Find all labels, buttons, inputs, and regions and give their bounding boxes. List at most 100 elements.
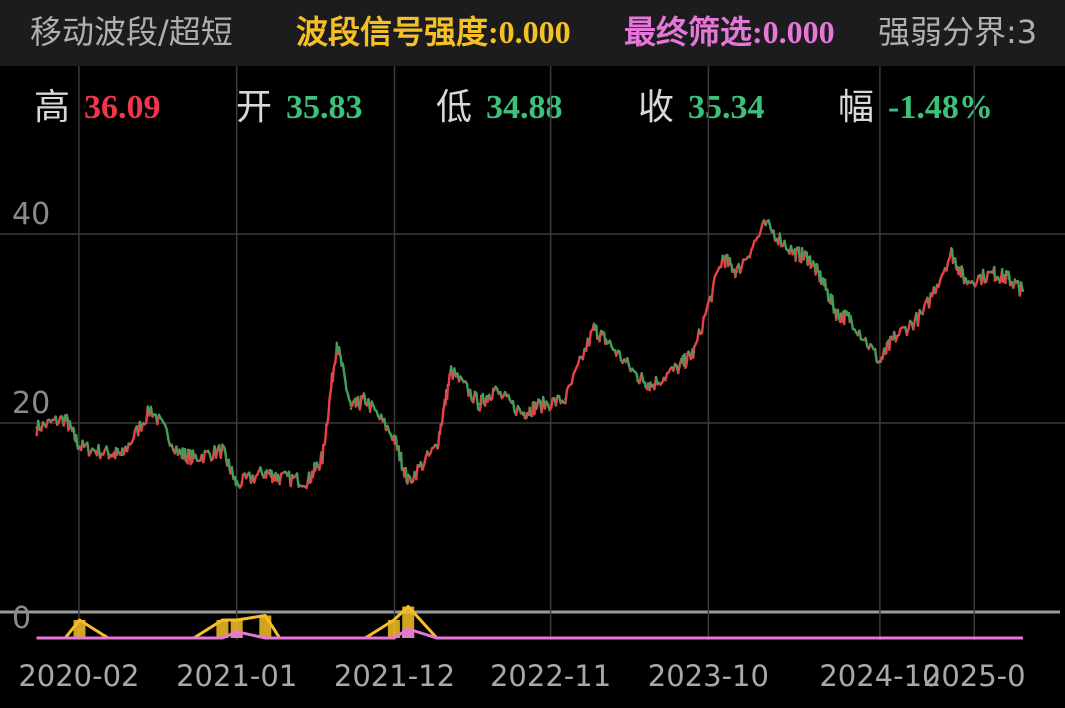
- y-tick-label: 20: [12, 386, 50, 421]
- price-segment: [794, 247, 798, 262]
- price-point: [435, 445, 438, 448]
- price-segment: [985, 270, 990, 283]
- price-segment: [700, 315, 705, 335]
- price-point: [407, 480, 410, 483]
- price-segment: [202, 449, 207, 464]
- price-point: [1021, 289, 1024, 292]
- price-segment: [307, 471, 311, 484]
- price-segment: [873, 347, 878, 363]
- y-axis-ticks: 40 20 0: [12, 197, 50, 636]
- price-segment: [415, 464, 419, 481]
- signal-strength-label: 波段信号强度:0.000: [296, 14, 571, 50]
- price-segment: [797, 246, 801, 263]
- price-point: [449, 369, 453, 373]
- price-point: [178, 452, 181, 455]
- price-segment: [335, 342, 339, 354]
- price-segment: [295, 472, 300, 488]
- change-value: -1.48%: [888, 89, 993, 126]
- price-point: [535, 404, 539, 408]
- price-segment: [626, 356, 631, 367]
- price-point: [221, 449, 224, 452]
- price-segment: [981, 268, 986, 284]
- price-segment: [570, 372, 575, 385]
- price-segment: [125, 442, 130, 453]
- price-segment: [511, 399, 516, 414]
- price-segment: [404, 467, 408, 483]
- price-point: [121, 453, 124, 457]
- price-segment: [357, 395, 361, 407]
- price-segment: [577, 355, 581, 366]
- price-segment: [481, 392, 485, 405]
- price-point: [850, 317, 853, 321]
- price-segment: [72, 428, 76, 441]
- x-tick-label: 2021-01: [176, 659, 297, 693]
- price-segment: [850, 318, 855, 331]
- price-point: [607, 341, 610, 344]
- price-segment: [748, 248, 753, 259]
- price-segment: [711, 275, 716, 288]
- price-segment: [214, 447, 219, 459]
- x-tick-label: 2025-0: [923, 659, 1026, 693]
- open-value: 35.83: [286, 89, 363, 126]
- price-segment: [240, 473, 245, 487]
- price-segment: [227, 458, 231, 471]
- price-segment: [823, 278, 828, 291]
- price-segment: [86, 441, 91, 457]
- price-segment: [912, 318, 916, 331]
- price-point: [307, 479, 310, 482]
- price-segment: [447, 373, 451, 387]
- price-point: [192, 456, 195, 460]
- price-segment: [484, 397, 488, 407]
- y-tick-label: 0: [12, 601, 31, 636]
- price-point: [392, 436, 396, 439]
- price-segment: [550, 397, 554, 409]
- price-point: [807, 256, 810, 259]
- price-segment: [927, 292, 932, 309]
- open-label: 开: [236, 87, 273, 128]
- ohlc-readout: 高 36.09 开 35.83 低 34.88 收 35.34 幅 -1.48%: [0, 80, 1065, 136]
- price-segment: [422, 455, 427, 466]
- price-segment: [581, 347, 586, 361]
- x-tick-label: 2020-02: [18, 659, 139, 693]
- price-segment: [598, 332, 602, 343]
- price-point: [950, 251, 953, 255]
- price-point: [78, 445, 81, 448]
- indicator-series: [36, 605, 1023, 640]
- price-segment: [826, 288, 830, 302]
- price-point: [893, 336, 896, 340]
- final-filter-line-mark: [402, 629, 415, 638]
- price-point: [635, 374, 639, 377]
- price-segment: [664, 371, 669, 382]
- price-segment: [132, 428, 137, 440]
- price-segment: [564, 388, 569, 405]
- final-filter-label: 最终筛选:0.000: [624, 14, 835, 50]
- threshold-label: 强弱分界:3: [878, 13, 1038, 51]
- price-point: [735, 270, 739, 273]
- price-segment: [75, 434, 79, 446]
- price-segment: [318, 454, 323, 467]
- price-point: [264, 470, 267, 474]
- price-point: [835, 313, 839, 316]
- price-point: [878, 360, 882, 363]
- price-segment: [800, 246, 805, 258]
- final-filter-line-mark: [230, 631, 243, 638]
- price-segment: [685, 351, 689, 364]
- price-point: [278, 476, 281, 479]
- price-segment: [730, 263, 734, 273]
- price-point: [364, 398, 367, 401]
- price-point: [321, 456, 324, 460]
- price-segment: [321, 443, 325, 465]
- price-point: [478, 402, 481, 406]
- price-segment: [618, 350, 623, 362]
- change-label: 幅: [838, 87, 875, 128]
- price-point: [692, 350, 696, 354]
- low-value: 34.88: [486, 89, 563, 126]
- price-segment: [831, 294, 835, 306]
- close-label: 收: [638, 87, 675, 128]
- price-point: [764, 223, 767, 226]
- y-tick-label: 40: [12, 197, 50, 232]
- indicator-name[interactable]: 移动波段/超短: [30, 13, 233, 51]
- x-tick-label: 2023-10: [648, 659, 769, 693]
- price-segment: [864, 336, 869, 348]
